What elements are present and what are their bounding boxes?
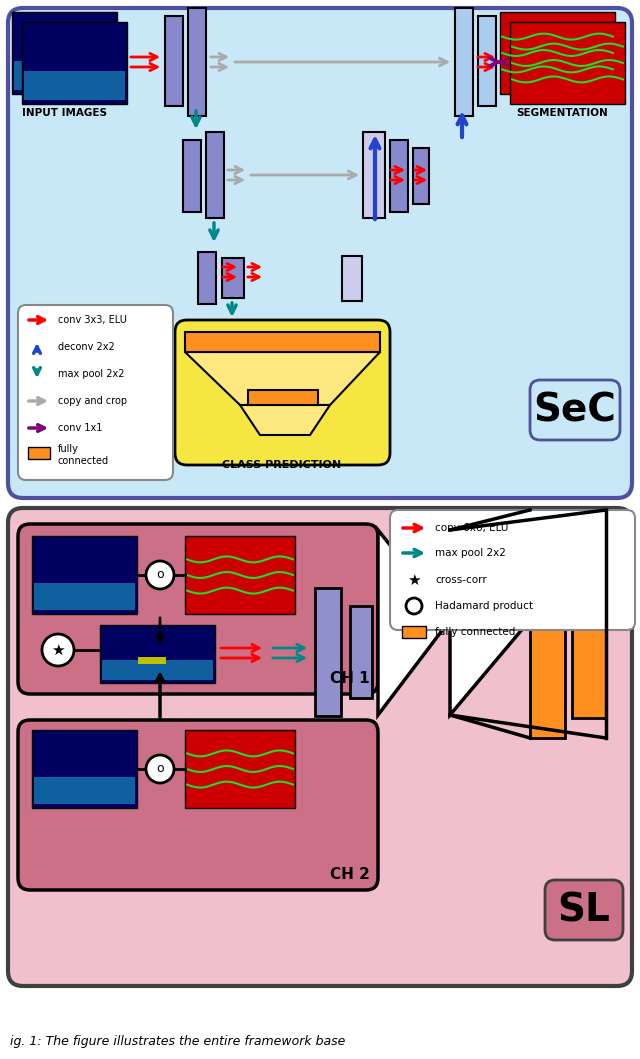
FancyBboxPatch shape <box>545 880 623 940</box>
Text: copy and crop: copy and crop <box>58 396 127 406</box>
Bar <box>198 252 216 304</box>
Circle shape <box>146 561 174 589</box>
Bar <box>572 528 606 718</box>
FancyBboxPatch shape <box>18 524 378 694</box>
Text: Hadamard product: Hadamard product <box>435 602 533 611</box>
Bar <box>510 22 625 104</box>
Text: ★: ★ <box>407 573 421 588</box>
Text: conv 1x1: conv 1x1 <box>58 423 102 433</box>
Text: max pool 2x2: max pool 2x2 <box>58 369 125 379</box>
Text: o: o <box>156 762 164 775</box>
Bar <box>100 625 215 683</box>
Bar <box>32 730 137 808</box>
Bar <box>28 447 50 459</box>
Text: SEGMENTATION: SEGMENTATION <box>516 108 608 118</box>
Bar <box>34 582 135 610</box>
FancyBboxPatch shape <box>8 8 632 498</box>
Text: o: o <box>156 569 164 581</box>
Bar <box>402 626 426 638</box>
Bar <box>24 71 125 100</box>
Bar <box>14 61 115 90</box>
Bar <box>530 510 565 738</box>
Circle shape <box>406 598 422 614</box>
FancyBboxPatch shape <box>175 320 390 465</box>
Text: cross-corr: cross-corr <box>435 575 487 585</box>
Text: deconv 2x2: deconv 2x2 <box>58 342 115 352</box>
Bar <box>206 132 224 218</box>
Text: SL: SL <box>557 891 611 929</box>
Bar <box>455 8 473 116</box>
Bar <box>500 12 615 94</box>
Bar <box>183 140 201 212</box>
Bar <box>12 12 117 94</box>
FancyBboxPatch shape <box>390 510 635 630</box>
Text: conv 3x3, ELU: conv 3x3, ELU <box>58 315 127 325</box>
FancyBboxPatch shape <box>8 508 632 986</box>
Bar <box>222 258 244 298</box>
Text: ★: ★ <box>51 643 65 658</box>
Bar <box>413 148 429 204</box>
Circle shape <box>146 755 174 783</box>
Bar <box>185 536 295 614</box>
Polygon shape <box>378 530 450 715</box>
Polygon shape <box>185 352 380 405</box>
Polygon shape <box>450 530 530 715</box>
Bar <box>22 22 127 104</box>
Bar <box>188 8 206 116</box>
Text: INPUT IMAGES: INPUT IMAGES <box>22 108 106 118</box>
Text: CLASS PREDICTION: CLASS PREDICTION <box>223 460 342 470</box>
Bar <box>34 777 135 804</box>
Text: conv 6x6, ELU: conv 6x6, ELU <box>435 523 508 533</box>
Bar <box>102 660 213 680</box>
Bar <box>165 16 183 106</box>
Bar <box>478 16 496 106</box>
Bar <box>390 140 408 212</box>
Circle shape <box>42 634 74 666</box>
Bar <box>363 132 385 218</box>
Bar <box>248 390 318 405</box>
Text: SeC: SeC <box>534 391 616 429</box>
FancyBboxPatch shape <box>530 380 620 439</box>
Bar <box>138 657 166 664</box>
FancyBboxPatch shape <box>18 305 173 480</box>
Bar <box>350 606 372 698</box>
Bar <box>32 536 137 614</box>
Bar <box>342 256 362 301</box>
Text: CH 2: CH 2 <box>330 867 370 882</box>
Text: ig. 1: The figure illustrates the entire framework base: ig. 1: The figure illustrates the entire… <box>10 1035 346 1048</box>
Text: fully connected: fully connected <box>435 627 515 638</box>
Text: fully
connected: fully connected <box>58 444 109 466</box>
FancyBboxPatch shape <box>18 720 378 890</box>
Text: CH 1: CH 1 <box>330 671 370 686</box>
Bar <box>185 333 380 352</box>
Bar <box>315 588 341 716</box>
Polygon shape <box>240 405 330 435</box>
Text: max pool 2x2: max pool 2x2 <box>435 548 506 558</box>
Bar <box>185 730 295 808</box>
